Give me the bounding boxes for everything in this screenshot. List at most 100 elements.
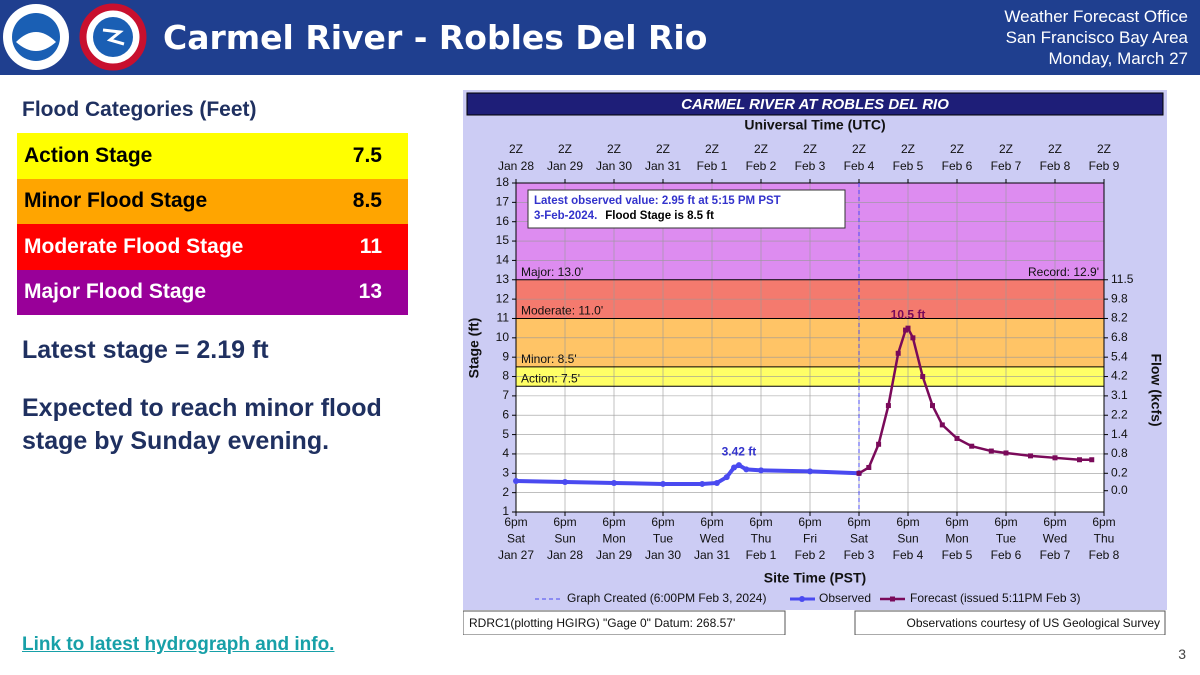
hydrograph: CARMEL RIVER AT ROBLES DEL RIO Universal…	[463, 90, 1167, 635]
x-tick-label: 6pm Tue Feb 6	[991, 515, 1022, 562]
flood-table: Action Stage 7.5 Minor Flood Stage 8.5 Mod…	[17, 133, 408, 315]
observed-point	[758, 467, 764, 474]
x2-tick-label: 2Z Feb 5	[893, 142, 924, 173]
cell: Action Stage	[24, 143, 153, 167]
y2-tick-label: 4.2	[1111, 369, 1128, 383]
y-tick-label: 10	[496, 330, 510, 344]
y2-tick-label: 2.2	[1111, 407, 1128, 421]
x2-tick-label: 2Z Jan 28	[498, 142, 534, 173]
y-tick-label: 2	[502, 485, 509, 499]
y-tick-label: 16	[496, 214, 510, 228]
table-row: Action Stage 7.5	[17, 133, 408, 179]
expectation: Expected to reach minor flood stage by S…	[22, 394, 382, 455]
plot-frame	[515, 182, 1105, 513]
y-tick-label: 7	[502, 388, 509, 402]
x-tick-label: 6pm Sun Feb 4	[893, 515, 924, 562]
latest-box	[527, 189, 846, 229]
flood-label: Moderate: 11.0'	[521, 304, 603, 318]
forecast-point	[1089, 457, 1095, 463]
latest-text: Flood Stage is 8.5 ft	[605, 210, 714, 222]
y2-tick-label: 5.4	[1111, 349, 1128, 363]
x2-tick-label: 2Z Feb 4	[844, 142, 875, 173]
forecast-point	[905, 325, 911, 331]
record-label: Record: 12.9'	[1028, 265, 1099, 279]
table-row: Major Flood Stage 13	[17, 269, 408, 315]
y-tick-label: 17	[496, 195, 510, 209]
footer-box	[463, 610, 786, 635]
y2-axis-label: Flow (kcfs)	[1148, 353, 1164, 426]
observed-point	[743, 466, 750, 473]
observed-point	[713, 479, 720, 486]
latest-text: 3-Feb-2024.	[534, 210, 597, 222]
y-tick-label: 11	[497, 311, 510, 325]
forecast-point	[939, 422, 945, 428]
x-tick-label: 6pm Tue Jan 30	[645, 515, 681, 562]
forecast-point	[930, 403, 935, 409]
table-title: Flood Categories (Feet)	[22, 98, 257, 121]
legend-label: Graph Created (6:00PM Feb 3, 2024)	[567, 591, 766, 605]
observed-point	[735, 462, 742, 469]
y2-tick-label: 11.5	[1111, 272, 1134, 286]
observed-point	[807, 468, 813, 475]
x2-tick-label: 2Z Jan 29	[547, 142, 583, 173]
cell: 11	[359, 234, 382, 258]
forecast-point	[885, 403, 891, 409]
latest-stage: Latest stage = 2.19 ft	[22, 336, 269, 364]
page-number: 3	[1178, 646, 1186, 662]
chart-title: CARMEL RIVER AT ROBLES DEL RIO	[681, 96, 949, 113]
x-tick-label: 6pm Sat Feb 3	[844, 515, 875, 562]
x2-tick-label: 2Z Feb 6	[942, 142, 973, 173]
latest-text: Latest observed value: 2.95 ft at 5:15 P…	[534, 195, 781, 207]
x-tick-label: 6pm Thu Feb 1	[746, 515, 777, 562]
office-line: Weather Forecast Office	[1004, 7, 1188, 26]
cell: 8.5	[352, 189, 382, 213]
forecast-point	[920, 374, 926, 380]
y2-tick-label: 9.8	[1111, 291, 1128, 305]
observed-point	[699, 480, 706, 487]
x-tick-label: 6pm Sat Jan 27	[498, 515, 534, 562]
logos	[3, 3, 147, 71]
table-row: Minor Flood Stage 8.5	[17, 178, 408, 224]
footer-text: Observations courtesy of US Geological S…	[907, 616, 1160, 630]
forecast-point	[876, 441, 882, 447]
x-tick-label: 6pm Sun Jan 28	[547, 515, 583, 562]
legend-label: Forecast (issued 5:11PM Feb 3)	[910, 591, 1081, 605]
y2-tick-label: 0.2	[1111, 465, 1128, 479]
y-axis-label: Stage (ft)	[466, 318, 482, 379]
cell: Moderate Flood Stage	[24, 234, 244, 258]
forecast-point	[969, 443, 975, 449]
observed-point	[611, 479, 617, 486]
forecast-point	[910, 335, 916, 341]
forecast-point	[856, 470, 862, 476]
hydrograph-link[interactable]: Link to latest hydrograph and info.	[22, 634, 335, 655]
y-tick-label: 12	[496, 291, 510, 305]
y2-tick-label: 8.2	[1111, 311, 1128, 325]
x-tick-label: 6pm Fri Feb 2	[795, 515, 826, 562]
forecast-point	[954, 435, 960, 441]
x2-tick-label: 2Z Feb 2	[746, 142, 777, 173]
slide-title: Carmel River - Robles Del Rio	[163, 18, 708, 57]
y2-tick-label: 3.1	[1111, 388, 1128, 402]
forecast-point	[1077, 457, 1082, 463]
x2-tick-label: 2Z Feb 3	[795, 142, 826, 173]
forecast-point	[1003, 450, 1009, 456]
y2-tick-label: 0.8	[1111, 446, 1128, 460]
annotation: 3.42 ft	[722, 444, 757, 458]
title-bar	[466, 92, 1164, 116]
annotation: 10.5 ft	[891, 307, 926, 321]
observed-point	[731, 464, 738, 471]
cell: Major Flood Stage	[24, 280, 207, 304]
x-tick-label: 6pm Wed Jan 31	[694, 515, 730, 562]
observed-point	[513, 478, 519, 485]
forecast-point	[895, 350, 901, 356]
y-tick-label: 15	[496, 233, 510, 247]
y-tick-label: 3	[502, 465, 509, 479]
x-tick-label: 6pm Mon Jan 29	[596, 515, 632, 562]
x2-tick-label: 2Z Feb 1	[697, 142, 728, 173]
y-tick-label: 9	[502, 349, 509, 363]
y2-tick-label: 1.4	[1111, 427, 1128, 441]
x-axis-label: Site Time (PST)	[764, 570, 866, 586]
office-line: San Francisco Bay Area	[1005, 28, 1188, 47]
flood-label: Minor: 8.5'	[521, 352, 577, 366]
